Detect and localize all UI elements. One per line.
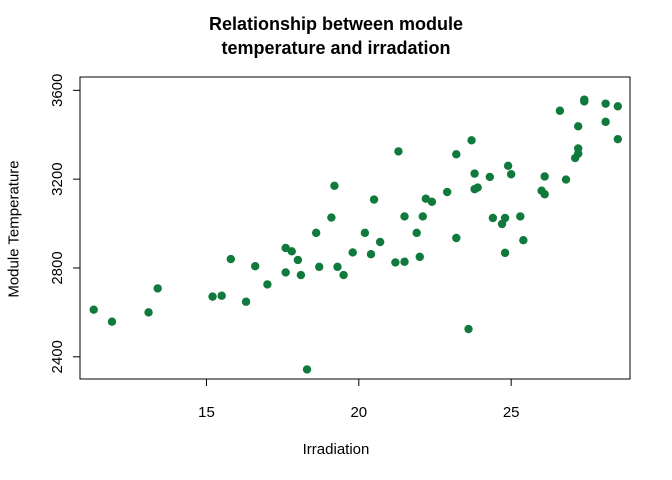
- data-point: [516, 212, 525, 221]
- data-point: [467, 136, 476, 145]
- data-point: [339, 270, 348, 280]
- data-point: [500, 248, 510, 258]
- data-point: [573, 122, 583, 131]
- data-point: [333, 262, 342, 272]
- data-points: [89, 95, 623, 374]
- data-point: [452, 150, 461, 159]
- data-point: [580, 97, 589, 106]
- data-point: [540, 190, 549, 199]
- data-point: [360, 228, 370, 238]
- data-point: [251, 261, 260, 271]
- data-point: [464, 324, 473, 334]
- data-point: [573, 149, 583, 158]
- data-point: [369, 195, 379, 204]
- data-point: [506, 170, 516, 179]
- y-axis-label: Module Temperature: [5, 160, 23, 298]
- data-point: [330, 181, 339, 191]
- data-point: [391, 258, 400, 267]
- data-point: [394, 147, 403, 156]
- data-point: [485, 172, 495, 182]
- data-point: [418, 212, 427, 221]
- data-point: [296, 270, 306, 280]
- data-point: [226, 254, 236, 264]
- data-point: [503, 161, 513, 171]
- data-point: [293, 255, 303, 265]
- data-point: [314, 262, 324, 272]
- data-point: [427, 197, 437, 206]
- data-point: [470, 169, 479, 178]
- y-axis: 2400 2800 3200 3600: [49, 74, 81, 373]
- y-tick-label: 2800: [49, 251, 66, 284]
- x-axis-label: Irradiation: [302, 441, 370, 458]
- x-tick-label: 15: [198, 404, 215, 421]
- data-point: [144, 308, 153, 317]
- data-point: [348, 248, 357, 257]
- data-point: [208, 292, 217, 301]
- data-point: [412, 228, 421, 238]
- data-point: [89, 305, 98, 314]
- chart-title-line-1: Relationship between module: [208, 14, 464, 34]
- data-point: [366, 250, 376, 259]
- data-point: [601, 117, 610, 127]
- data-point: [473, 183, 482, 192]
- x-tick-label: 25: [503, 404, 520, 421]
- data-point: [375, 237, 385, 247]
- data-point: [400, 257, 409, 266]
- data-point: [540, 172, 549, 181]
- data-point: [281, 268, 290, 277]
- data-point: [488, 213, 498, 223]
- data-point: [217, 291, 226, 300]
- data-point: [400, 212, 409, 221]
- chart-title-line-2: temperature and irradation: [221, 38, 451, 58]
- data-point: [302, 365, 312, 374]
- data-point: [311, 228, 321, 238]
- y-tick-label: 2400: [49, 340, 66, 373]
- data-point: [153, 284, 162, 293]
- data-point: [442, 187, 452, 197]
- y-tick-label: 3200: [49, 162, 66, 195]
- data-point: [561, 175, 571, 184]
- plot-frame: [79, 76, 631, 380]
- y-tick-label: 3600: [49, 74, 66, 107]
- x-tick-label: 20: [350, 404, 367, 421]
- data-point: [613, 102, 623, 111]
- data-point: [519, 236, 528, 245]
- data-point: [287, 247, 296, 256]
- x-axis: 15 20 25: [198, 378, 520, 421]
- data-point: [327, 213, 336, 222]
- data-point: [415, 252, 424, 262]
- data-point: [601, 99, 610, 108]
- data-point: [263, 280, 272, 289]
- data-point: [107, 317, 117, 326]
- data-point: [452, 233, 461, 243]
- data-point: [241, 297, 251, 306]
- data-point: [555, 106, 565, 115]
- data-point: [613, 134, 623, 144]
- data-point: [500, 213, 510, 223]
